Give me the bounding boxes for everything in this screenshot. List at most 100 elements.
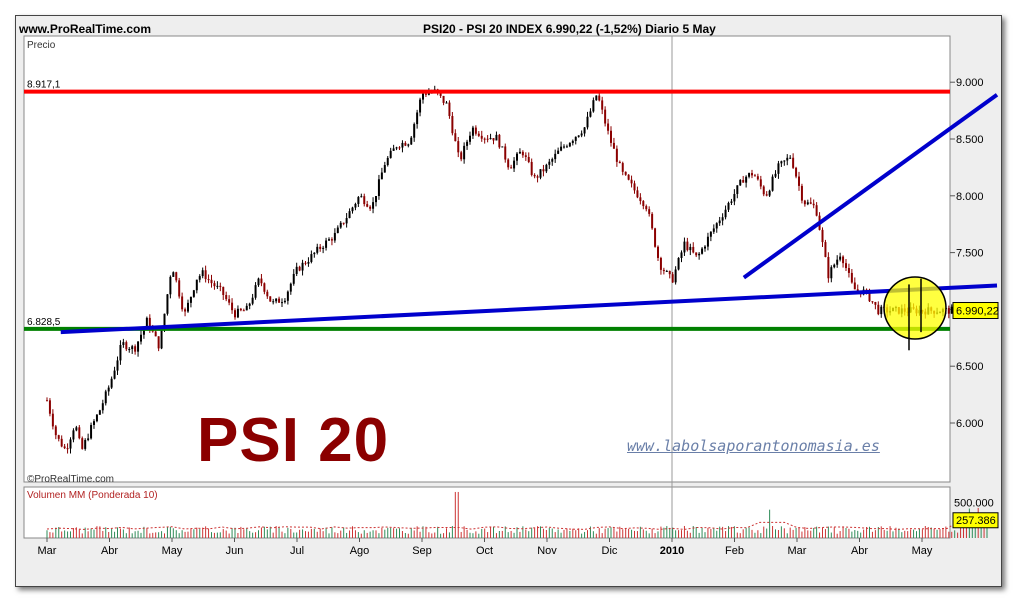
price-candle-body bbox=[313, 252, 316, 255]
price-candle-body bbox=[871, 301, 874, 303]
price-candle-body bbox=[633, 183, 636, 191]
price-candle-body bbox=[154, 331, 157, 337]
price-candle-body bbox=[184, 309, 187, 312]
price-panel bbox=[23, 35, 951, 483]
price-candle-body bbox=[674, 269, 677, 283]
x-tick-label: Abr bbox=[101, 545, 118, 557]
price-candle-body bbox=[645, 206, 648, 210]
last-price-tag bbox=[952, 302, 999, 320]
price-candle-body bbox=[160, 330, 163, 349]
price-candle-body bbox=[142, 327, 145, 335]
price-candle-body bbox=[507, 159, 510, 168]
price-candle-body bbox=[621, 163, 624, 172]
price-candle-body bbox=[783, 160, 786, 162]
price-candle-body bbox=[671, 274, 674, 283]
price-candle-body bbox=[733, 193, 736, 202]
price-candle-body bbox=[422, 93, 424, 100]
price-candle-body bbox=[821, 229, 824, 243]
price-candle-body bbox=[248, 303, 251, 306]
x-tick-label: Abr bbox=[851, 545, 868, 557]
price-candle-body bbox=[839, 256, 842, 260]
price-candle-body bbox=[366, 204, 369, 207]
y-tick-label: 8.500 bbox=[956, 134, 984, 146]
price-candle-body bbox=[577, 135, 580, 137]
price-candle-body bbox=[134, 346, 137, 352]
price-candle-body bbox=[812, 203, 815, 206]
y-tick-label: 9.000 bbox=[956, 77, 984, 89]
price-candle-body bbox=[477, 133, 480, 136]
price-candle-body bbox=[301, 262, 304, 271]
price-candle-body bbox=[131, 346, 134, 350]
price-candle-body bbox=[187, 302, 189, 312]
price-candle-body bbox=[768, 190, 771, 196]
blog-url-watermark[interactable]: www.labolsaporantonomasia.es bbox=[627, 437, 880, 455]
price-candle-body bbox=[260, 278, 263, 284]
price-candle-body bbox=[140, 334, 142, 342]
price-candle-body bbox=[516, 153, 518, 161]
price-candle-body bbox=[125, 342, 128, 350]
price-candle-body bbox=[439, 92, 442, 96]
price-candle-body bbox=[304, 262, 307, 264]
price-candle-body bbox=[283, 300, 286, 303]
price-candle-body bbox=[386, 157, 389, 166]
price-candle-body bbox=[480, 135, 483, 139]
price-candle-body bbox=[157, 336, 160, 349]
price-candle-body bbox=[95, 414, 98, 422]
price-candle-body bbox=[98, 410, 101, 415]
price-candle-body bbox=[483, 138, 486, 140]
price-candle-body bbox=[748, 173, 751, 177]
price-candle-body bbox=[319, 246, 322, 249]
price-candle-body bbox=[636, 190, 639, 198]
price-candle-body bbox=[513, 160, 516, 169]
x-tick-label: Oct bbox=[476, 545, 493, 557]
price-candle-body bbox=[369, 206, 372, 209]
price-candle-body bbox=[565, 146, 568, 148]
price-candle-body bbox=[145, 317, 148, 328]
y-tick-label: 6.500 bbox=[956, 361, 984, 373]
price-candle-body bbox=[460, 152, 463, 160]
price-candle-body bbox=[836, 259, 839, 265]
price-candle-body bbox=[375, 195, 377, 203]
price-candle-body bbox=[454, 133, 457, 142]
price-candle-body bbox=[551, 159, 554, 162]
price-candle-body bbox=[380, 172, 383, 180]
price-candle-body bbox=[116, 360, 119, 371]
price-candle-body bbox=[880, 306, 883, 315]
price-candle-body bbox=[730, 201, 733, 203]
price-candle-body bbox=[742, 179, 745, 183]
price-candle-body bbox=[90, 424, 93, 439]
price-candle-body bbox=[207, 279, 210, 281]
price-candle-body bbox=[360, 196, 363, 198]
volume-panel bbox=[23, 486, 951, 539]
price-candle-body bbox=[518, 151, 521, 154]
price-candle-body bbox=[492, 138, 495, 141]
price-candle-body bbox=[724, 209, 727, 218]
price-candle-body bbox=[612, 142, 615, 149]
price-candle-body bbox=[466, 141, 469, 146]
x-tick-label: Dic bbox=[602, 545, 618, 557]
price-candle-body bbox=[824, 242, 827, 257]
price-candle-body bbox=[709, 231, 712, 237]
price-candle-body bbox=[639, 197, 642, 202]
price-candle-body bbox=[69, 439, 72, 449]
price-candle-body bbox=[275, 298, 278, 302]
price-candle-body bbox=[198, 276, 201, 280]
price-candle-body bbox=[407, 144, 410, 146]
price-candle-body bbox=[489, 138, 492, 140]
price-candle-body bbox=[395, 147, 398, 149]
price-candle-body bbox=[210, 279, 213, 284]
price-candle-body bbox=[137, 341, 140, 352]
price-candle-body bbox=[765, 194, 768, 196]
price-candle-body bbox=[345, 218, 348, 224]
price-candle-body bbox=[245, 305, 248, 311]
price-candle-body bbox=[295, 266, 298, 274]
price-candle-body bbox=[539, 169, 542, 178]
x-tick-label: Jul bbox=[290, 545, 304, 557]
price-candle-body bbox=[789, 157, 792, 159]
price-candle-body bbox=[269, 296, 272, 302]
price-candle-body bbox=[169, 276, 172, 295]
x-tick-label: Ago bbox=[350, 545, 370, 557]
price-candle-body bbox=[128, 349, 131, 351]
price-candle-body bbox=[242, 310, 245, 312]
price-candle-body bbox=[718, 220, 721, 224]
